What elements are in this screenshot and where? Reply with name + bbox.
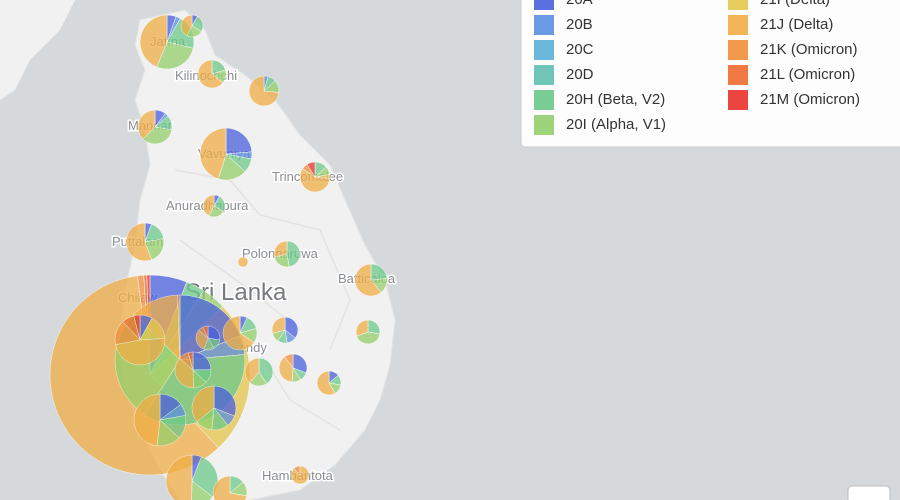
pie-slice [212, 475, 248, 500]
pie [174, 351, 212, 389]
legend-swatch [534, 90, 554, 110]
pie-slice [197, 59, 224, 89]
pie-slice [248, 75, 280, 107]
mainland [0, 0, 75, 100]
pies [49, 14, 388, 500]
legend-label: 20D [566, 66, 594, 83]
legend-label: 21K (Omicron) [760, 41, 858, 58]
pie [299, 161, 331, 193]
legend-label: 20H (Beta, V2) [566, 91, 665, 108]
pie-slice [225, 127, 253, 155]
pie [316, 370, 342, 396]
legend-label: 20I (Alpha, V1) [566, 116, 666, 133]
legend-swatch [728, 15, 748, 35]
pie-slice [244, 357, 260, 384]
legend-swatch [728, 90, 748, 110]
pie-slice [177, 294, 181, 361]
pie-slice [191, 480, 213, 500]
pie-slice [237, 256, 249, 268]
pie [199, 127, 253, 181]
pie-slice [316, 370, 336, 396]
pie-slice [354, 263, 382, 297]
pie-slice [355, 319, 369, 337]
legend-label: 21M (Omicron) [760, 91, 860, 108]
pie-slice [292, 353, 308, 374]
pie [278, 353, 308, 383]
legend-swatch [728, 65, 748, 85]
pie-slice [115, 338, 166, 366]
pie [137, 109, 173, 145]
pie-slice [174, 357, 194, 389]
legend-swatch [534, 40, 554, 60]
pie-slice [278, 356, 294, 383]
pie-slice [139, 14, 168, 68]
legend-label: 20A [566, 0, 593, 8]
pie-slice [199, 127, 227, 180]
pie [212, 475, 248, 500]
pie [180, 14, 204, 38]
pie [354, 263, 388, 297]
pie [191, 385, 237, 431]
legend-label: 21J (Delta) [760, 16, 833, 33]
pie [244, 357, 274, 387]
pie-slice [271, 316, 286, 334]
pie-slice [356, 331, 381, 345]
pie [290, 465, 310, 485]
legend-swatch [534, 115, 554, 135]
pie [237, 256, 249, 268]
pie-slice [293, 465, 301, 476]
legend-swatch [728, 0, 748, 10]
pie [271, 316, 299, 344]
pie-slice [187, 351, 194, 371]
pie [165, 454, 219, 500]
pie [222, 315, 258, 351]
pie-slice [284, 353, 294, 369]
pie-slice [156, 41, 194, 70]
zoom-button[interactable] [847, 485, 891, 500]
pie [133, 393, 187, 447]
pie-slice [133, 314, 141, 341]
legend-swatch [728, 40, 748, 60]
pie-slice [137, 109, 156, 140]
legend-swatch [534, 15, 554, 35]
legend: 20A 20B 20C 20D 20H (Beta, V2) 20I (Alpha, V1… [534, 0, 860, 135]
pie-slice [222, 315, 255, 351]
pie-slice [299, 168, 331, 193]
legend-panel [520, 0, 900, 148]
legend-swatch [534, 65, 554, 85]
legend-label: 20B [566, 16, 593, 33]
pie [202, 194, 226, 218]
pie [273, 240, 301, 268]
pie-slice [202, 194, 215, 217]
pie [355, 319, 381, 345]
pie-slice [284, 316, 299, 339]
legend-swatch [534, 0, 554, 10]
pie [114, 314, 166, 366]
pie [248, 75, 280, 107]
legend-label: 21L (Omicron) [760, 66, 855, 83]
pie-slice [165, 454, 193, 500]
pie-slice [142, 126, 173, 145]
pie-slice [180, 14, 193, 37]
pie-slice [306, 161, 316, 178]
pie-slice [286, 240, 301, 268]
pie [125, 222, 165, 262]
pie-slice [191, 385, 215, 423]
legend-label: 21I (Delta) [760, 0, 830, 8]
pie-slice [273, 240, 288, 258]
pie-slice [133, 393, 161, 447]
pie-slice [202, 325, 209, 339]
legend-label: 20C [566, 41, 594, 58]
pie [197, 59, 227, 89]
pie-slice [125, 222, 152, 262]
pie-slice [213, 385, 237, 417]
pie [195, 325, 221, 351]
